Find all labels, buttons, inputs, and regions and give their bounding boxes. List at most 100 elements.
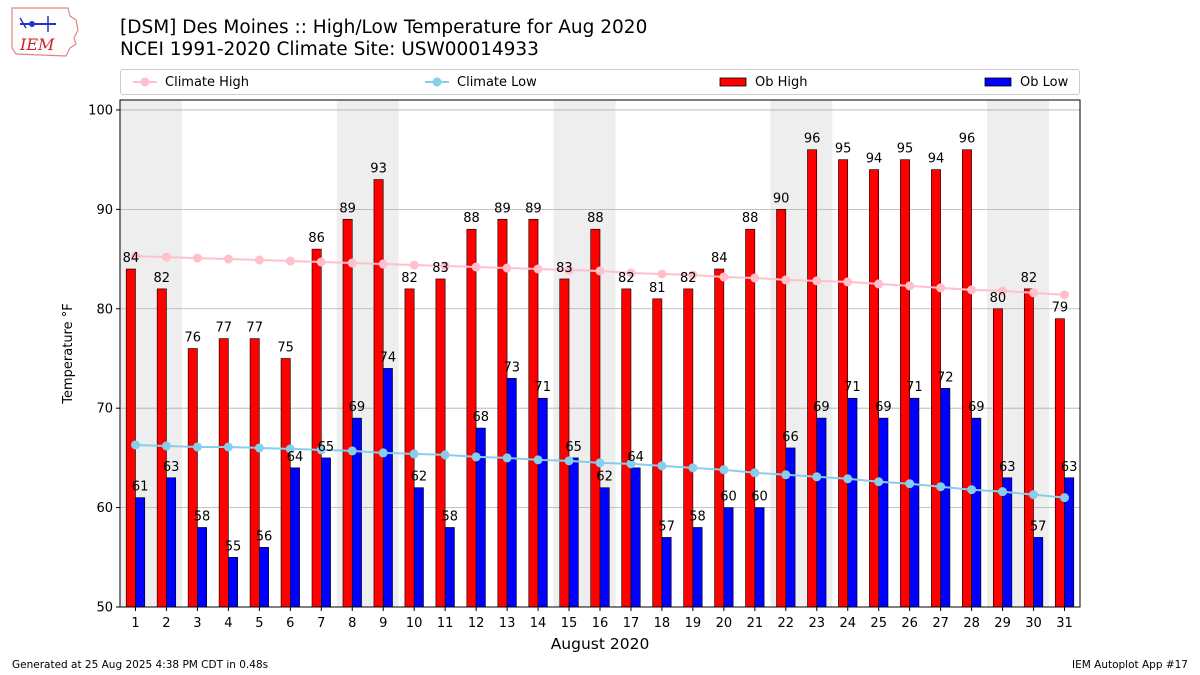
climate-high-point [223, 254, 233, 264]
ob-high-label: 80 [990, 291, 1007, 306]
ob-high-label: 84 [711, 251, 728, 266]
x-tick-label: 25 [870, 616, 887, 631]
ob-high-bar [1023, 288, 1034, 608]
climate-high-point [161, 252, 171, 262]
ob-high-bar [590, 228, 601, 608]
climate-high-point [719, 272, 729, 282]
climate-low-point [936, 482, 946, 492]
climate-high-point [347, 258, 357, 268]
ob-high-bar [125, 268, 136, 608]
ob-low-bar [506, 378, 517, 608]
ob-low-label: 60 [720, 490, 737, 505]
ob-low-bar [197, 527, 208, 608]
climate-high-point [285, 256, 295, 266]
climate-low-point [471, 452, 481, 462]
legend-climate-low: Climate Low [425, 70, 537, 94]
climate-low-point [378, 448, 388, 458]
x-tick-label: 8 [348, 616, 356, 631]
climate-high-point [1029, 288, 1039, 298]
legend-climate-high-label: Climate High [165, 74, 250, 90]
app-footnote: IEM Autoplot App #17 [1072, 659, 1188, 671]
ob-low-bar [754, 507, 765, 608]
ob-high-label: 82 [680, 271, 697, 286]
ob-low-label: 61 [132, 480, 149, 495]
ob-low-label: 58 [442, 509, 459, 524]
x-tick-label: 6 [286, 616, 294, 631]
climate-high-point [564, 265, 574, 275]
y-tick-label: 60 [96, 501, 113, 516]
climate-high-point [657, 269, 667, 279]
x-tick-label: 28 [963, 616, 980, 631]
ob-high-swatch-icon [719, 77, 747, 87]
x-tick-label: 3 [193, 616, 201, 631]
ob-high-label: 75 [277, 340, 294, 355]
x-tick-label: 10 [406, 616, 423, 631]
legend-ob-low-label: Ob Low [1020, 74, 1069, 90]
x-tick-label: 9 [379, 616, 387, 631]
climate-high-point [409, 260, 419, 270]
climate-low-point [533, 455, 543, 465]
ob-low-label: 57 [658, 519, 675, 534]
iem-logo: IEM [6, 4, 82, 60]
ob-low-label: 69 [813, 400, 830, 415]
climate-high-point [998, 286, 1008, 296]
climate-low-point [998, 487, 1008, 497]
ob-high-bar [311, 248, 322, 608]
ob-low-bar [259, 547, 269, 608]
climate-high-point [626, 268, 636, 278]
ob-high-label: 82 [618, 271, 635, 286]
ob-low-bar [723, 507, 734, 608]
ob-high-label: 77 [246, 321, 263, 336]
x-tick-label: 22 [778, 616, 795, 631]
ob-low-bar [599, 487, 610, 608]
climate-high-point [192, 253, 202, 263]
ob-low-label: 58 [689, 509, 706, 524]
legend-climate-high: Climate High [133, 70, 249, 94]
ob-high-label: 76 [185, 331, 202, 346]
ob-high-bar [962, 149, 972, 608]
ob-low-swatch-icon [984, 77, 1012, 87]
climate-high-point [781, 275, 791, 285]
ob-low-label: 69 [968, 400, 985, 415]
climate-low-point [564, 456, 574, 466]
ob-low-label: 56 [256, 529, 273, 544]
ob-high-label: 96 [804, 132, 821, 147]
ob-low-bar [909, 397, 920, 608]
ob-low-label: 63 [1061, 460, 1078, 475]
climate-low-point [781, 470, 791, 480]
ob-high-label: 88 [742, 211, 759, 226]
climate-low-point [254, 443, 264, 453]
ob-low-label: 69 [349, 400, 366, 415]
climate-low-marker-icon [425, 77, 449, 87]
climate-high-point [254, 255, 264, 265]
x-tick-label: 23 [809, 616, 826, 631]
climate-high-point [812, 276, 822, 286]
ob-low-label: 65 [565, 440, 582, 455]
ob-low-label: 64 [287, 450, 304, 465]
ob-high-label: 89 [525, 201, 542, 216]
climate-low-point [192, 442, 202, 452]
ob-high-label: 94 [866, 152, 883, 167]
climate-low-point [223, 442, 233, 452]
ob-low-label: 58 [194, 509, 211, 524]
ob-low-label: 57 [1030, 519, 1047, 534]
ob-low-bar [816, 417, 827, 608]
ob-low-label: 72 [937, 370, 954, 385]
ob-high-label: 81 [649, 281, 666, 296]
legend-ob-low: Ob Low [984, 70, 1068, 94]
x-tick-label: 29 [994, 616, 1011, 631]
legend-ob-high: Ob High [719, 70, 808, 94]
ob-low-label: 71 [906, 380, 923, 395]
climate-low-point [719, 465, 729, 475]
ob-low-bar [847, 397, 858, 608]
ob-high-label: 83 [432, 261, 449, 276]
ob-high-bar [776, 209, 787, 608]
ob-low-bar [320, 457, 331, 608]
ob-high-label: 96 [959, 132, 976, 147]
climate-low-point [595, 458, 605, 468]
climate-low-point [130, 440, 140, 450]
ob-high-bar [931, 169, 941, 608]
ob-high-label: 95 [897, 142, 914, 157]
generated-footnote: Generated at 25 Aug 2025 4:38 PM CDT in … [12, 659, 269, 671]
